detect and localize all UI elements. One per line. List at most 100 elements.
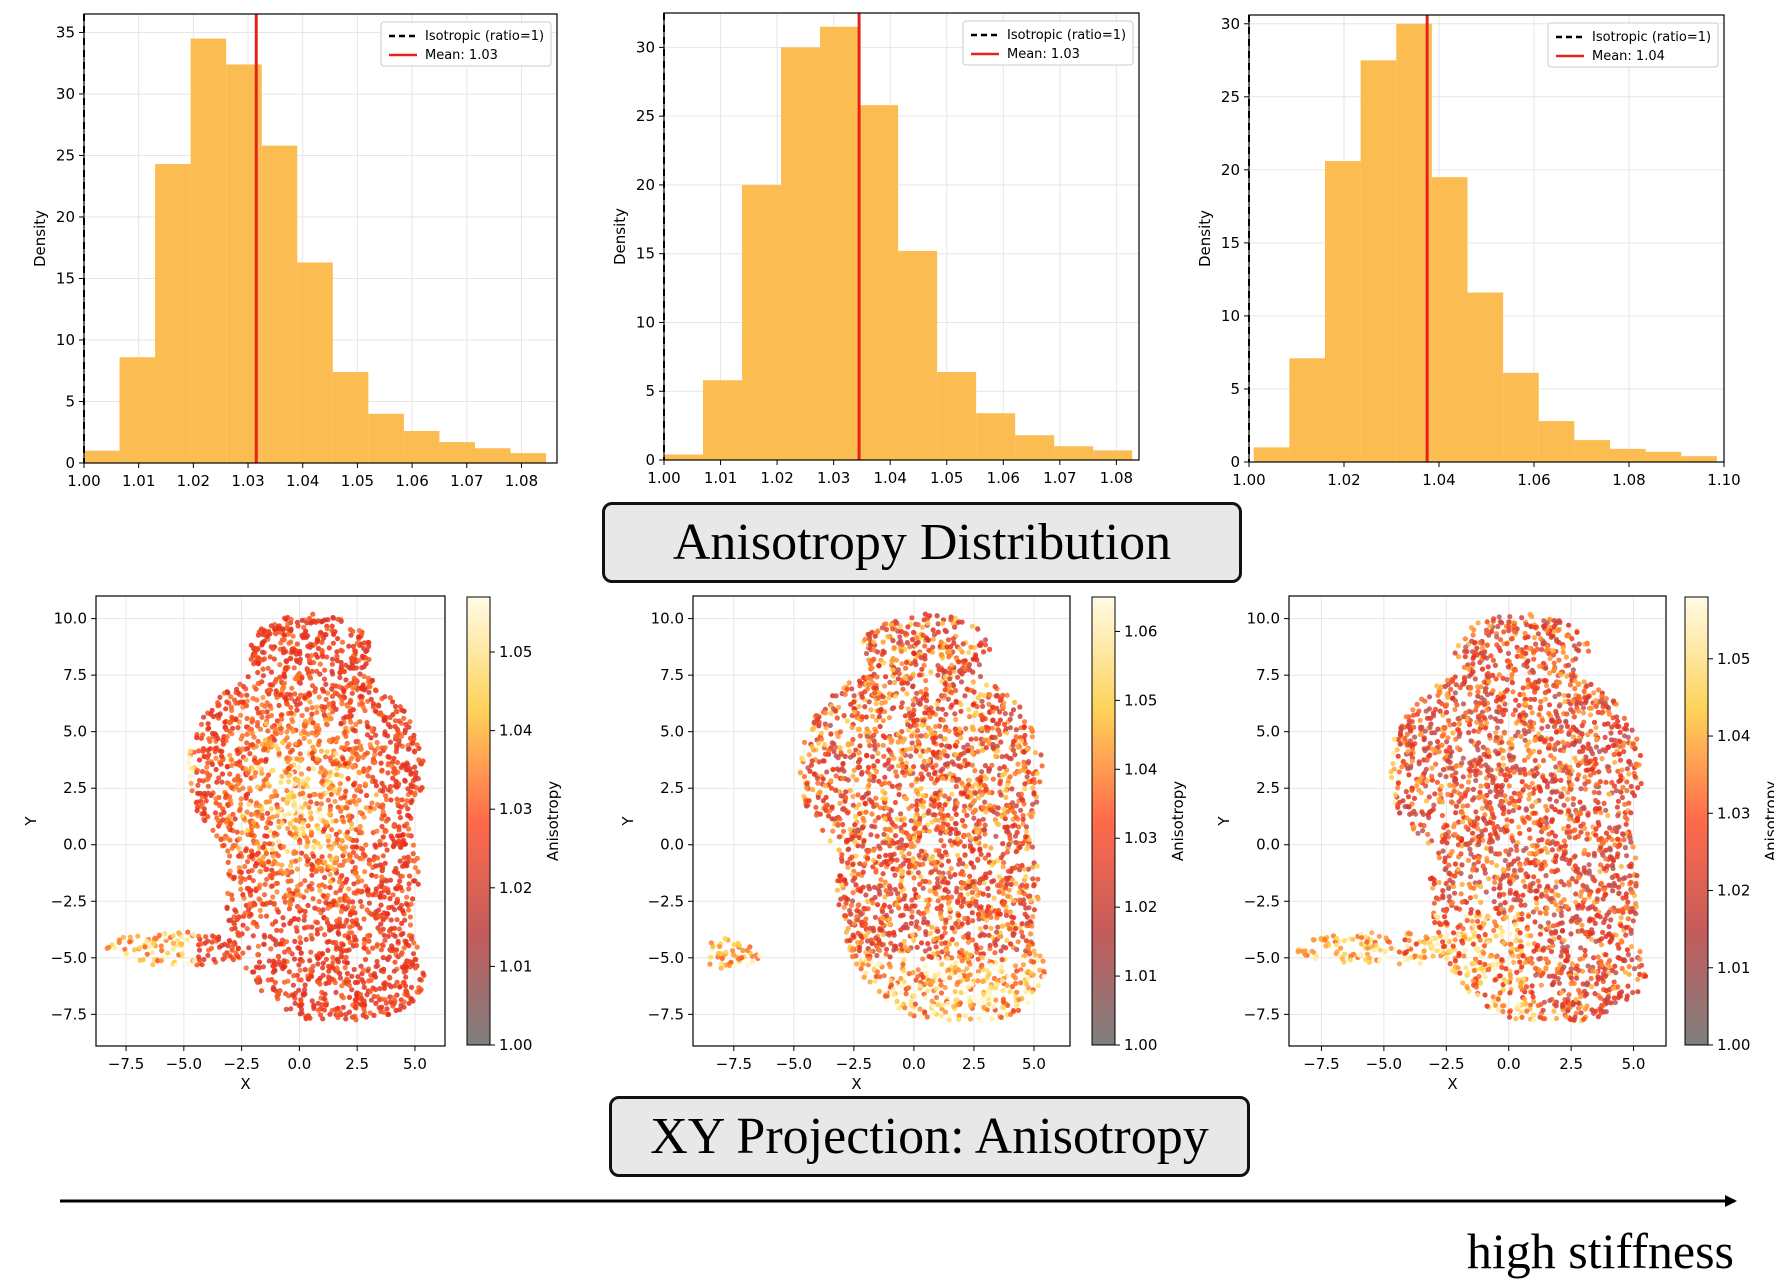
scatter-point bbox=[933, 762, 939, 768]
scatter-point bbox=[924, 698, 930, 704]
y-axis-label: Y bbox=[22, 816, 40, 827]
scatter-point bbox=[206, 736, 212, 742]
scatter-point bbox=[316, 860, 322, 866]
scatter-point bbox=[188, 766, 194, 772]
scatter-point bbox=[305, 823, 311, 829]
scatter-point bbox=[965, 931, 972, 937]
scatter-point bbox=[265, 665, 271, 671]
scatter-point bbox=[374, 739, 380, 746]
scatter-point bbox=[310, 720, 316, 726]
scatter-point bbox=[253, 852, 260, 858]
scatter-point bbox=[907, 723, 914, 729]
scatter-point bbox=[980, 649, 987, 655]
scatter-point bbox=[392, 718, 398, 724]
scatter-point bbox=[924, 748, 930, 754]
scatter-point bbox=[934, 613, 940, 619]
scatter-point bbox=[229, 845, 235, 851]
scatter-point bbox=[342, 745, 348, 751]
scatter-point bbox=[953, 889, 960, 895]
scatter-point bbox=[1007, 989, 1013, 995]
scatter-point bbox=[1034, 770, 1040, 777]
scatter-point bbox=[266, 841, 272, 847]
scatter-point bbox=[934, 701, 940, 707]
scatter-point bbox=[310, 611, 316, 617]
scatter-point bbox=[942, 1009, 949, 1015]
x-tick-label: 2.5 bbox=[345, 1055, 369, 1073]
scatter-point bbox=[297, 840, 303, 846]
scatter-point bbox=[233, 760, 239, 767]
scatter-point bbox=[815, 794, 821, 801]
scatter-point bbox=[883, 805, 890, 811]
scatter-point bbox=[298, 997, 304, 1003]
scatter-point bbox=[239, 813, 245, 819]
scatter-point bbox=[918, 655, 924, 661]
histogram-bar bbox=[703, 380, 743, 460]
scatter-point bbox=[292, 1000, 298, 1006]
scatter-point bbox=[327, 884, 333, 891]
scatter-point bbox=[854, 908, 860, 914]
scatter-point bbox=[317, 769, 323, 775]
scatter-point bbox=[336, 786, 343, 793]
scatter-point bbox=[334, 918, 340, 924]
scatter-point bbox=[837, 729, 844, 735]
scatter-point bbox=[296, 987, 302, 993]
scatter-point bbox=[337, 670, 343, 676]
scatter-point bbox=[334, 653, 340, 660]
scatter-point bbox=[284, 729, 290, 735]
scatter-point bbox=[949, 702, 955, 708]
scatter-point bbox=[274, 880, 280, 887]
scatter-point bbox=[294, 707, 300, 713]
histogram-bar bbox=[1503, 372, 1539, 462]
scatter-point bbox=[190, 931, 196, 937]
scatter-point bbox=[235, 725, 241, 731]
scatter-point bbox=[283, 1006, 289, 1012]
scatter-point bbox=[873, 795, 879, 801]
scatter-point bbox=[909, 897, 915, 903]
scatter-point bbox=[149, 949, 155, 955]
scatter-point bbox=[1025, 893, 1032, 899]
histogram-bar bbox=[510, 453, 547, 463]
scatter-point bbox=[407, 922, 414, 928]
scatter-point bbox=[929, 998, 935, 1004]
y-tick-label: 0.0 bbox=[63, 836, 87, 854]
scatter-point bbox=[856, 802, 862, 808]
scatter-point bbox=[844, 839, 850, 845]
scatter-point bbox=[209, 939, 215, 945]
scatter-point bbox=[352, 997, 358, 1003]
scatter-point bbox=[293, 647, 299, 654]
scatter-point bbox=[911, 825, 917, 832]
scatter-point bbox=[127, 939, 133, 945]
scatter-point bbox=[351, 798, 357, 804]
scatter-point bbox=[943, 917, 949, 923]
scatter-point bbox=[365, 773, 371, 779]
scatter-point bbox=[875, 758, 881, 764]
scatter-point bbox=[867, 742, 873, 749]
scatter-point bbox=[243, 792, 249, 798]
scatter-point bbox=[188, 780, 194, 787]
scatter-point bbox=[142, 944, 148, 950]
scatter-point bbox=[342, 761, 348, 767]
scatter-point bbox=[866, 956, 873, 962]
scatter-point bbox=[238, 886, 244, 892]
scatter-point bbox=[400, 832, 406, 838]
scatter-point bbox=[952, 711, 958, 717]
scatter-point bbox=[222, 952, 228, 958]
scatter-point bbox=[346, 899, 352, 905]
x-tick-label: −7.5 bbox=[108, 1055, 144, 1073]
scatter-point bbox=[334, 658, 340, 664]
scatter-point bbox=[228, 694, 234, 700]
scatter-point bbox=[863, 809, 869, 815]
scatter-point bbox=[394, 796, 400, 802]
scatter-point bbox=[370, 677, 376, 684]
scatter-point bbox=[330, 954, 336, 961]
scatter-point bbox=[331, 841, 337, 847]
scatter-point bbox=[317, 887, 323, 894]
scatter-point bbox=[943, 711, 949, 717]
scatter-point bbox=[882, 993, 889, 999]
scatter-point bbox=[201, 810, 208, 816]
scatter-point bbox=[839, 852, 845, 858]
scatter-point bbox=[330, 703, 337, 710]
scatter-point bbox=[910, 970, 916, 976]
scatter-point bbox=[380, 809, 386, 815]
scatter-point bbox=[407, 719, 413, 725]
